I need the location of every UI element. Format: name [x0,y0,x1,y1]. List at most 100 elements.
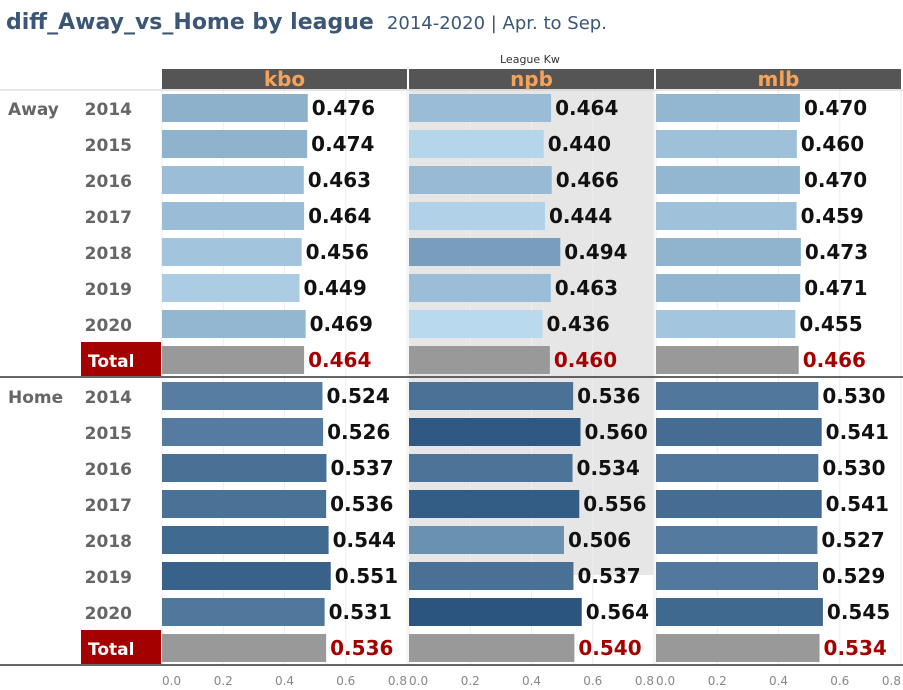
bar-value-label: 0.541 [826,492,889,516]
bar-npb [409,454,573,482]
year-label: 2015 [85,424,132,444]
bar-value-label: 0.530 [822,384,885,408]
bar-kbo [162,274,300,302]
bar-value-label: 0.544 [333,528,396,552]
year-label: 2018 [85,532,132,552]
bar-npb [409,166,552,194]
bar-kbo [162,418,324,446]
group-label-away: Away [8,100,59,120]
bar-value-label: 0.545 [827,600,890,624]
bar-mlb [656,490,822,518]
bar-npb [409,238,561,266]
bar-mlb [656,526,818,554]
x-tick-label: 0.0 [162,674,181,688]
bar-value-label: 0.464 [555,96,618,120]
bar-kbo [162,202,305,230]
year-label: 2017 [85,496,132,516]
total-label: Total [88,640,134,660]
column-header-label: League Kw [500,53,560,66]
league-header-label: mlb [757,67,799,91]
year-label: 2015 [85,136,132,156]
bar-kbo [162,490,327,518]
bar-value-label: 0.534 [824,636,887,660]
bar-value-label: 0.464 [308,204,371,228]
bar-kbo [162,238,302,266]
bar-value-label: 0.460 [801,132,864,156]
bar-value-label: 0.476 [312,96,375,120]
bar-kbo [162,382,323,410]
x-tick-label: 0.0 [409,674,428,688]
bar-npb [409,562,574,590]
bar-value-label: 0.444 [549,204,612,228]
bar-mlb [656,202,797,230]
bar-value-label: 0.551 [335,564,398,588]
total-badge [81,630,161,664]
bar-mlb [656,454,819,482]
bar-value-label: 0.526 [327,420,390,444]
bar-value-label: 0.463 [308,168,371,192]
bar-value-label: 0.469 [310,312,373,336]
bar-value-label: 0.456 [306,240,369,264]
bar-npb [409,94,552,122]
chart-subtitle: 2014-2020 | Apr. to Sep. [386,13,607,34]
bar-value-label: 0.449 [304,276,367,300]
x-tick-label: 0.6 [583,674,602,688]
bar-value-label: 0.540 [578,636,641,660]
bar-value-label: 0.534 [577,456,640,480]
bar-mlb [656,274,801,302]
bar-value-label: 0.470 [804,168,867,192]
year-label: 2016 [85,172,132,192]
bar-value-label: 0.464 [308,348,371,372]
bar-mlb [656,94,800,122]
year-label: 2019 [85,568,132,588]
bar-value-label: 0.560 [585,420,648,444]
x-tick-label: 0.6 [336,674,355,688]
bar-value-label: 0.463 [555,276,618,300]
bar-value-label: 0.564 [586,600,649,624]
year-label: 2014 [85,388,132,408]
bar-value-label: 0.524 [326,384,389,408]
x-tick-label: 0.8 [388,674,407,688]
bar-npb [409,634,575,662]
bar-npb [409,598,582,626]
x-tick-label: 0.4 [769,674,788,688]
bar-value-label: 0.440 [548,132,611,156]
bar-mlb [656,310,796,338]
bar-value-label: 0.466 [803,348,866,372]
bar-value-label: 0.473 [805,240,868,264]
bar-value-label: 0.536 [577,384,640,408]
bar-value-label: 0.537 [577,564,640,588]
league-header-label: npb [510,67,553,91]
bar-npb [409,202,545,230]
bar-kbo [162,310,306,338]
year-label: 2017 [85,208,132,228]
bar-npb [409,274,551,302]
bar-npb [409,346,550,374]
bar-mlb [656,346,799,374]
x-tick-label: 0.2 [214,674,233,688]
bar-value-label: 0.536 [330,492,393,516]
bar-value-label: 0.536 [330,636,393,660]
bar-value-label: 0.529 [822,564,885,588]
bar-value-label: 0.506 [568,528,631,552]
year-label: 2019 [85,280,132,300]
year-label: 2020 [85,604,132,624]
bar-npb [409,418,581,446]
league-header-mlb [656,69,901,89]
bar-value-label: 0.530 [822,456,885,480]
x-tick-label: 0.4 [275,674,294,688]
total-label: Total [88,352,134,372]
bar-mlb [656,130,797,158]
bar-kbo [162,598,325,626]
bar-kbo [162,526,329,554]
x-tick-label: 0.2 [461,674,480,688]
bar-kbo [162,634,327,662]
x-tick-label: 0.0 [656,674,675,688]
bar-value-label: 0.537 [330,456,393,480]
bar-npb [409,490,580,518]
bar-value-label: 0.556 [583,492,646,516]
x-tick-label: 0.6 [830,674,849,688]
bar-npb [409,310,543,338]
x-tick-label: 0.8 [635,674,654,688]
